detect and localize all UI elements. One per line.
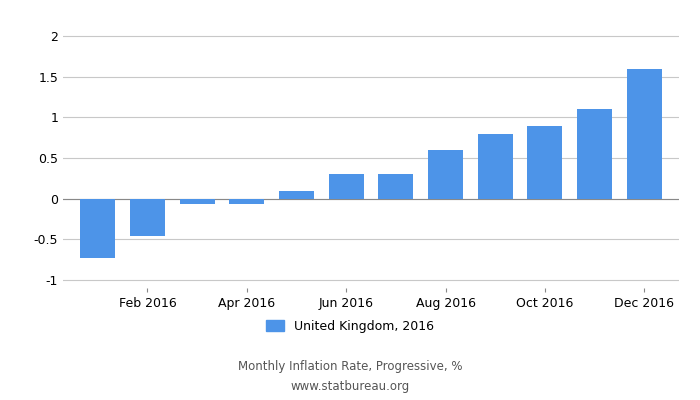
Bar [528, 126, 562, 199]
Bar [80, 199, 116, 258]
Bar [626, 69, 662, 199]
Text: Monthly Inflation Rate, Progressive, %: Monthly Inflation Rate, Progressive, % [238, 360, 462, 373]
Bar [578, 109, 612, 199]
Text: www.statbureau.org: www.statbureau.org [290, 380, 410, 393]
Legend: United Kingdom, 2016: United Kingdom, 2016 [260, 315, 440, 338]
Bar [279, 190, 314, 199]
Bar [478, 134, 512, 199]
Bar [180, 199, 214, 204]
Bar [130, 199, 164, 236]
Bar [428, 150, 463, 199]
Bar [329, 174, 363, 199]
Bar [230, 199, 264, 204]
Bar [379, 174, 413, 199]
